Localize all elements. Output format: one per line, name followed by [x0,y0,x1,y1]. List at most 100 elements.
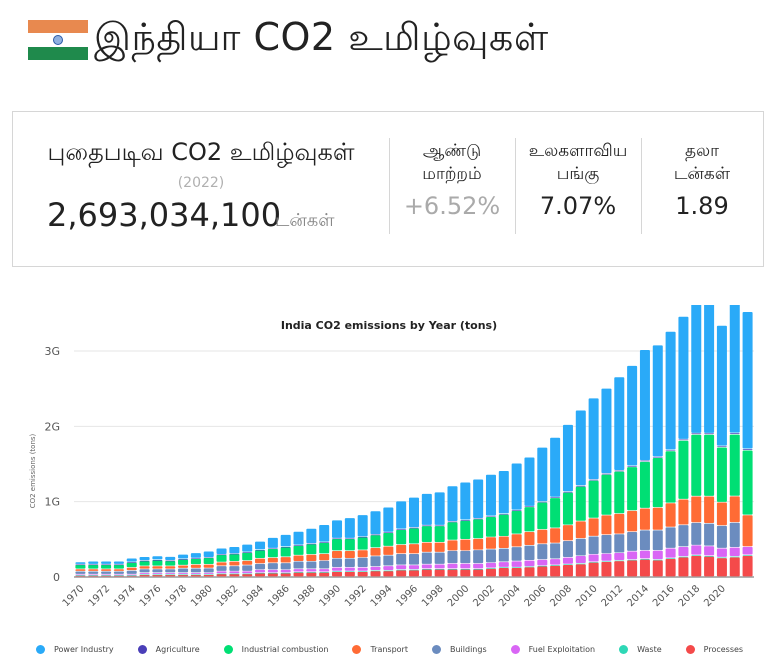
bar-segment-power-industry[interactable] [691,305,702,433]
bar-segment-power-industry[interactable] [729,305,740,433]
bar-segment-processes[interactable] [704,556,715,577]
bar-segment-waste[interactable] [126,575,137,576]
bar-segment-transport[interactable] [614,513,625,534]
bar-segment-transport[interactable] [344,551,355,558]
bar-segment-waste[interactable] [524,566,535,568]
bar-segment-buildings[interactable] [152,569,163,573]
bar-segment-power-industry[interactable] [537,447,548,502]
bar-segment-buildings[interactable] [678,525,689,547]
bar-segment-fuel-exploitation[interactable] [460,563,471,569]
bar-segment-power-industry[interactable] [396,501,407,529]
bar-segment-agriculture[interactable] [152,559,163,561]
bar-segment-agriculture[interactable] [627,466,638,467]
bar-segment-buildings[interactable] [665,527,676,548]
bar-segment-agriculture[interactable] [357,536,368,538]
bar-segment-industrial-combustion[interactable] [383,532,394,546]
bar-segment-waste[interactable] [614,560,625,562]
bar-stack-1987[interactable] [293,531,304,577]
bar-stack-2001[interactable] [473,479,484,577]
bar-segment-buildings[interactable] [88,571,99,574]
bar-segment-fuel-exploitation[interactable] [126,574,137,576]
bar-segment-industrial-combustion[interactable] [704,434,715,496]
bar-segment-power-industry[interactable] [383,507,394,532]
bar-segment-processes[interactable] [447,569,458,577]
bar-segment-processes[interactable] [165,574,176,577]
bar-segment-power-industry[interactable] [485,474,496,516]
bar-segment-power-industry[interactable] [88,561,99,564]
bar-segment-transport[interactable] [716,502,727,526]
bar-segment-buildings[interactable] [562,540,573,557]
bar-segment-agriculture[interactable] [203,557,214,559]
bar-segment-buildings[interactable] [75,571,86,574]
bar-segment-power-industry[interactable] [639,349,650,461]
bar-segment-waste[interactable] [562,564,573,565]
bar-segment-agriculture[interactable] [511,510,522,511]
bar-segment-transport[interactable] [383,546,394,555]
bar-segment-transport[interactable] [242,560,253,565]
bar-segment-buildings[interactable] [460,550,471,564]
bar-segment-industrial-combustion[interactable] [306,544,317,555]
bar-segment-buildings[interactable] [306,561,317,569]
bar-segment-industrial-combustion[interactable] [344,538,355,551]
bar-segment-agriculture[interactable] [216,554,227,556]
bar-segment-processes[interactable] [319,572,330,577]
bar-segment-industrial-combustion[interactable] [575,486,586,521]
bar-segment-waste[interactable] [742,555,753,556]
bar-stack-1972[interactable] [101,561,112,577]
bar-segment-agriculture[interactable] [460,520,471,521]
bar-segment-power-industry[interactable] [165,556,176,561]
bar-segment-industrial-combustion[interactable] [113,564,124,569]
bar-stack-2019[interactable] [704,305,715,577]
bar-stack-1997[interactable] [421,493,432,577]
bar-segment-industrial-combustion[interactable] [434,526,445,543]
bar-stack-1975[interactable] [139,556,150,577]
bar-segment-transport[interactable] [524,532,535,545]
legend-item-waste[interactable]: Waste [619,645,662,654]
bar-segment-buildings[interactable] [383,555,394,566]
bar-segment-fuel-exploitation[interactable] [113,574,124,576]
bar-segment-agriculture[interactable] [306,543,317,545]
bar-segment-waste[interactable] [319,572,330,573]
bar-segment-processes[interactable] [537,566,548,577]
bar-segment-waste[interactable] [332,571,343,572]
bar-segment-processes[interactable] [370,570,381,577]
bar-segment-processes[interactable] [639,559,650,577]
bar-stack-2022[interactable] [742,311,753,577]
bar-segment-industrial-combustion[interactable] [511,510,522,534]
bar-segment-power-industry[interactable] [101,561,112,564]
bar-segment-industrial-combustion[interactable] [447,522,458,540]
bar-segment-industrial-combustion[interactable] [216,554,227,562]
bar-segment-power-industry[interactable] [614,377,625,471]
bar-segment-fuel-exploitation[interactable] [229,571,240,574]
bar-segment-processes[interactable] [139,574,150,577]
bar-segment-transport[interactable] [742,515,753,547]
bar-stack-1981[interactable] [216,548,227,577]
bar-segment-fuel-exploitation[interactable] [473,563,484,569]
bar-stack-2014[interactable] [639,349,650,577]
bar-segment-power-industry[interactable] [229,547,240,554]
bar-segment-buildings[interactable] [524,545,535,561]
bar-segment-transport[interactable] [421,542,432,552]
bar-segment-processes[interactable] [627,560,638,577]
legend-item-processes[interactable]: Processes [685,645,743,654]
bar-segment-industrial-combustion[interactable] [242,552,253,561]
bar-segment-fuel-exploitation[interactable] [152,573,163,574]
bar-segment-power-industry[interactable] [498,471,509,514]
bar-segment-agriculture[interactable] [126,562,137,563]
bar-segment-power-industry[interactable] [178,554,189,559]
bar-segment-fuel-exploitation[interactable] [716,548,727,557]
bar-segment-transport[interactable] [370,547,381,556]
bar-segment-agriculture[interactable] [550,497,561,498]
bar-segment-power-industry[interactable] [550,437,561,497]
bar-segment-power-industry[interactable] [678,316,689,439]
bar-segment-waste[interactable] [588,562,599,563]
bar-segment-buildings[interactable] [498,548,509,562]
bar-segment-buildings[interactable] [139,569,150,573]
bar-segment-fuel-exploitation[interactable] [165,573,176,574]
bar-stack-2016[interactable] [665,331,676,577]
bar-stack-2010[interactable] [588,398,599,577]
bar-segment-industrial-combustion[interactable] [370,535,381,548]
bar-segment-buildings[interactable] [216,566,227,571]
bar-segment-buildings[interactable] [126,570,137,574]
bar-segment-processes[interactable] [562,564,573,577]
